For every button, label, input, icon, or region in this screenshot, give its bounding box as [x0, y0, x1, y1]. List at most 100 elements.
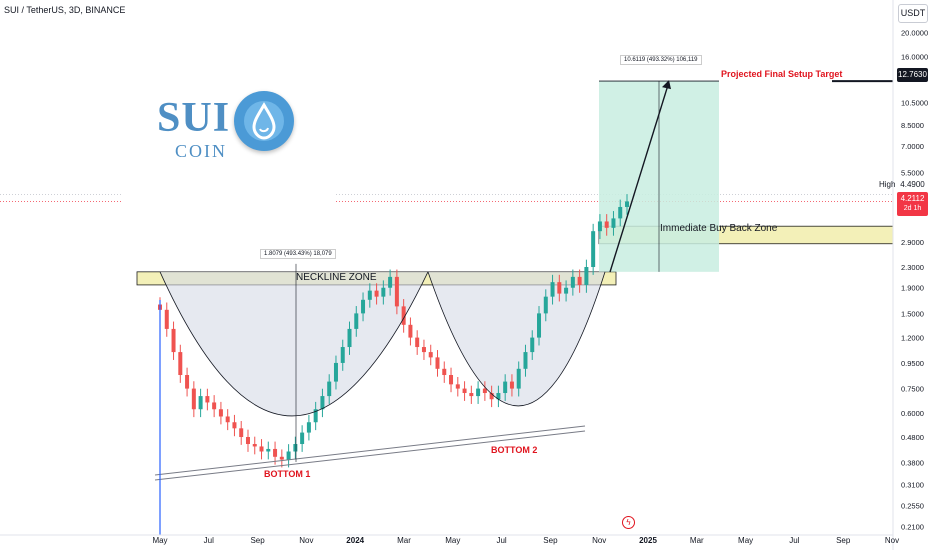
y-tick-label-1: 16.0000 [901, 53, 928, 62]
sui-coin-logo [123, 64, 336, 203]
candle-body-1 [164, 309, 169, 329]
support-line-lower [154, 430, 586, 481]
candle-body-34 [388, 276, 393, 288]
cup-2-shade [428, 271, 605, 406]
currency-selector[interactable]: USDT [898, 4, 928, 23]
y-tick-label-14: 0.6000 [901, 409, 924, 418]
candle-body-3 [178, 352, 183, 376]
candle-body-26 [333, 362, 338, 382]
target-label: Projected Final Setup Target [721, 69, 843, 79]
candle-body-62 [577, 276, 582, 285]
candle-body-5 [191, 388, 196, 410]
candle-body-7 [205, 396, 210, 403]
candle-body-31 [367, 290, 372, 300]
candle-body-6 [198, 396, 203, 410]
x-tick-label-7: Jul [496, 536, 506, 545]
y-tick-label-7: 2.9000 [901, 238, 924, 247]
candle-body-48 [482, 388, 487, 394]
high-label: High [879, 180, 896, 189]
logo-subtitle: COIN [175, 141, 227, 161]
candle-body-67 [611, 218, 616, 228]
target-price-tag: 12.7630 [897, 68, 928, 82]
candle-body-8 [212, 402, 217, 410]
y-tick-label-9: 1.9000 [901, 284, 924, 293]
candle-body-42 [442, 368, 447, 376]
y-tick-label-3: 8.5000 [901, 121, 924, 130]
candle-body-44 [455, 384, 460, 389]
candle-body-35 [394, 276, 399, 307]
candle-body-46 [469, 393, 474, 397]
x-tick-label-5: Mar [397, 536, 411, 545]
price-axis-panel [893, 0, 932, 550]
candle-body-30 [361, 299, 366, 314]
candle-body-36 [401, 306, 406, 325]
candle-body-12 [239, 428, 244, 438]
x-tick-label-6: May [445, 536, 460, 545]
x-tick-label-8: Sep [543, 536, 558, 545]
projection-arrowhead [662, 80, 671, 90]
y-tick-label-8: 2.3000 [901, 263, 924, 272]
y-tick-label-15: 0.4800 [901, 433, 924, 442]
candle-body-69 [625, 201, 629, 207]
bottom2-label: BOTTOM 2 [491, 445, 538, 455]
x-tick-label-10: 2025 [639, 536, 657, 545]
candle-body-13 [245, 437, 250, 445]
y-tick-label-19: 0.2100 [901, 523, 924, 532]
candle-body-24 [320, 396, 325, 410]
candle-body-52 [509, 381, 514, 389]
candle-body-63 [584, 267, 589, 285]
y-tick-label-11: 1.2000 [901, 334, 924, 343]
candle-body-15 [259, 446, 264, 452]
candle-body-16 [266, 448, 271, 452]
candle-body-56 [537, 313, 542, 338]
candle-body-14 [252, 444, 257, 447]
candle-body-18 [279, 456, 284, 460]
x-tick-label-9: Nov [592, 536, 606, 545]
y-tick-label-12: 0.9500 [901, 359, 924, 368]
support-line-upper [154, 425, 586, 476]
x-tick-label-4: 2024 [346, 536, 364, 545]
candle-body-32 [374, 290, 379, 297]
candle-body-66 [604, 221, 609, 228]
y-tick-label-17: 0.3100 [901, 480, 924, 489]
candle-body-20 [293, 444, 298, 452]
candle-body-41 [435, 357, 440, 369]
y-tick-label-10: 1.5000 [901, 309, 924, 318]
candle-body-27 [340, 347, 345, 363]
candle-body-40 [428, 352, 433, 358]
lightning-icon[interactable]: ϟ [622, 516, 635, 529]
candle-body-65 [597, 221, 602, 232]
candle-body-59 [557, 282, 562, 294]
candle-body-10 [225, 416, 230, 423]
candle-body-21 [300, 432, 305, 445]
candle-body-57 [543, 296, 548, 314]
x-tick-label-3: Nov [299, 536, 313, 545]
candle-body-49 [489, 393, 494, 400]
candle-body-47 [476, 388, 481, 397]
candle-body-64 [591, 231, 596, 268]
candle-body-38 [415, 337, 420, 348]
countdown-tag: 2d 1h [897, 202, 928, 216]
candle-body-60 [564, 287, 569, 294]
candle-body-55 [530, 337, 535, 353]
y-tick-label-2: 10.5000 [901, 98, 928, 107]
x-tick-label-14: Sep [836, 536, 851, 545]
candle-body-9 [218, 409, 223, 417]
y-tick-label-18: 0.2550 [901, 502, 924, 511]
y-tick-label-0: 20.0000 [901, 28, 928, 37]
projection-arrow [609, 84, 669, 273]
buy-back-zone-label: Immediate Buy Back Zone [660, 223, 778, 234]
candle-body-68 [618, 206, 623, 219]
logo-word: SUI [157, 95, 231, 141]
y-tick-label-13: 0.7500 [901, 385, 924, 394]
candle-body-53 [516, 368, 521, 389]
candle-body-58 [550, 282, 555, 297]
candle-body-45 [462, 388, 467, 394]
high-price-tag: 4.4900 [897, 178, 928, 192]
measure-label-1: 1.8079 (493.43%) 18,079 [260, 249, 336, 259]
candle-body-19 [286, 451, 291, 460]
y-tick-label-16: 0.3800 [901, 458, 924, 467]
neckline-zone-label: NECKLINE ZONE [296, 272, 377, 283]
